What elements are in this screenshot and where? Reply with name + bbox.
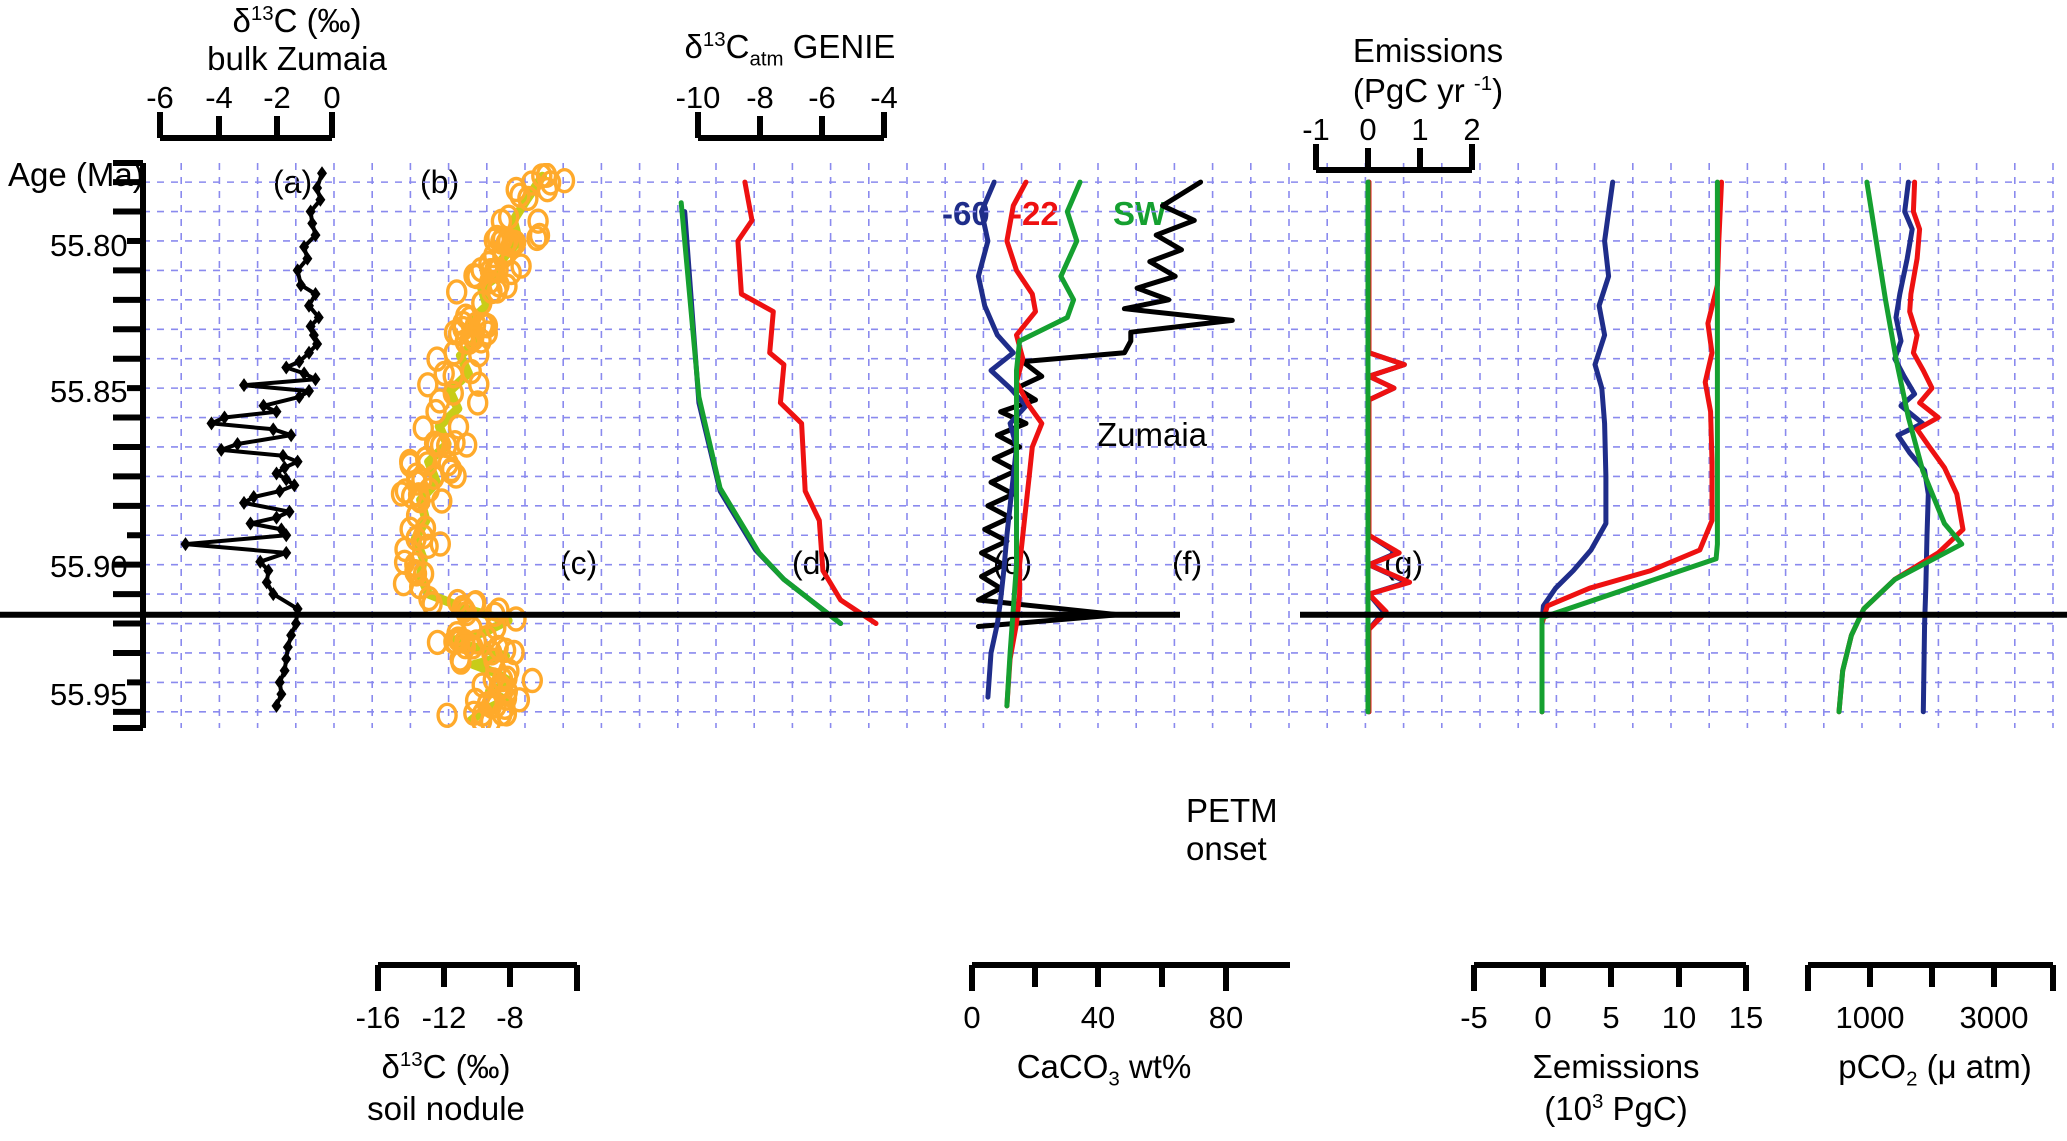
panel-f-bottom-title-line1: Σemissions bbox=[1532, 1048, 1700, 1085]
panel-d-bottom-title: CaCO3 wt% bbox=[1016, 1048, 1192, 1091]
panel-c-toptick-0: -10 bbox=[675, 80, 721, 115]
panel-g-bottomtick-1: 3000 bbox=[1959, 1000, 2029, 1035]
panel-c-toptick-3: -4 bbox=[870, 80, 898, 115]
panel-c-toptick-1: -8 bbox=[746, 80, 774, 115]
legend-item-sw: SW bbox=[1113, 195, 1167, 232]
legend-item-minus22: -22 bbox=[1011, 195, 1059, 232]
panel-g-bottomtick-0: 1000 bbox=[1835, 1000, 1905, 1035]
panel-letter-f: (f) bbox=[1172, 545, 1203, 581]
grid-lines bbox=[142, 163, 2054, 728]
panel-g-bottom-title: pCO2 (μ atm) bbox=[1838, 1048, 2032, 1091]
panel-e-toptick-2: 1 bbox=[1411, 112, 1429, 147]
panel-b-bottomtick-2: -8 bbox=[496, 1000, 524, 1035]
y-tick-55_80: 55.80 bbox=[50, 228, 128, 263]
panel-a-toptick-1: -4 bbox=[205, 80, 233, 115]
panel-a-toptick-0: -6 bbox=[146, 80, 174, 115]
panel-f-bottom-title-line2: (103 PgC) bbox=[1544, 1090, 1688, 1127]
panel-f-bottomtick-2: 5 bbox=[1602, 1000, 1620, 1035]
panel-a-toptick-2: -2 bbox=[263, 80, 291, 115]
panel-letter-a: (a) bbox=[273, 164, 313, 200]
panel-b-bottomtick-0: -16 bbox=[355, 1000, 401, 1035]
panel-a-title-line2: bulk Zumaia bbox=[207, 40, 387, 77]
panel-a-title-text: δ13C (‰) bbox=[232, 2, 362, 39]
panel-e-toptick-1: 0 bbox=[1359, 112, 1377, 147]
annotation-petm-line2: onset bbox=[1186, 830, 1267, 867]
annotation-petm-line1: PETM bbox=[1186, 792, 1278, 829]
panel-f-bottomtick-0: -5 bbox=[1460, 1000, 1488, 1035]
panel-c-title: δ13Catm GENIE bbox=[684, 28, 896, 71]
y-tick-55_85: 55.85 bbox=[50, 374, 128, 409]
panel-d-bottomtick-0: 0 bbox=[963, 1000, 981, 1035]
panel-a-toptick-3: 0 bbox=[323, 80, 341, 115]
panel-c-toptick-2: -6 bbox=[808, 80, 836, 115]
axis-rules bbox=[113, 112, 2056, 991]
y-tick-55_95: 55.95 bbox=[50, 677, 128, 712]
data-curves bbox=[180, 163, 1966, 728]
panel-f-bottomtick-3: 10 bbox=[1661, 1000, 1697, 1035]
panel-d-bottomtick-2: 80 bbox=[1208, 1000, 1244, 1035]
panel-b-bottom-title-line2: soil nodule bbox=[367, 1090, 525, 1127]
panel-e-title-line2: (PgC yr -1) bbox=[1352, 72, 1504, 109]
panel-e-title-line1: Emissions bbox=[1352, 32, 1504, 69]
panel-b-bottomtick-1: -12 bbox=[421, 1000, 467, 1035]
panel-letter-c: (c) bbox=[560, 545, 598, 581]
panel-a-title-line1: δ13C (‰) bbox=[232, 2, 361, 40]
panel-e-toptick-0: -1 bbox=[1302, 112, 1330, 147]
panel-b-bottom-title-line1: δ13C (‰) bbox=[381, 1048, 511, 1085]
panel-e-toptick-3: 2 bbox=[1463, 112, 1481, 147]
panel-f-bottomtick-1: 0 bbox=[1534, 1000, 1552, 1035]
panel-f-bottomtick-4: 15 bbox=[1728, 1000, 1764, 1035]
panel-d-bottomtick-1: 40 bbox=[1080, 1000, 1116, 1035]
